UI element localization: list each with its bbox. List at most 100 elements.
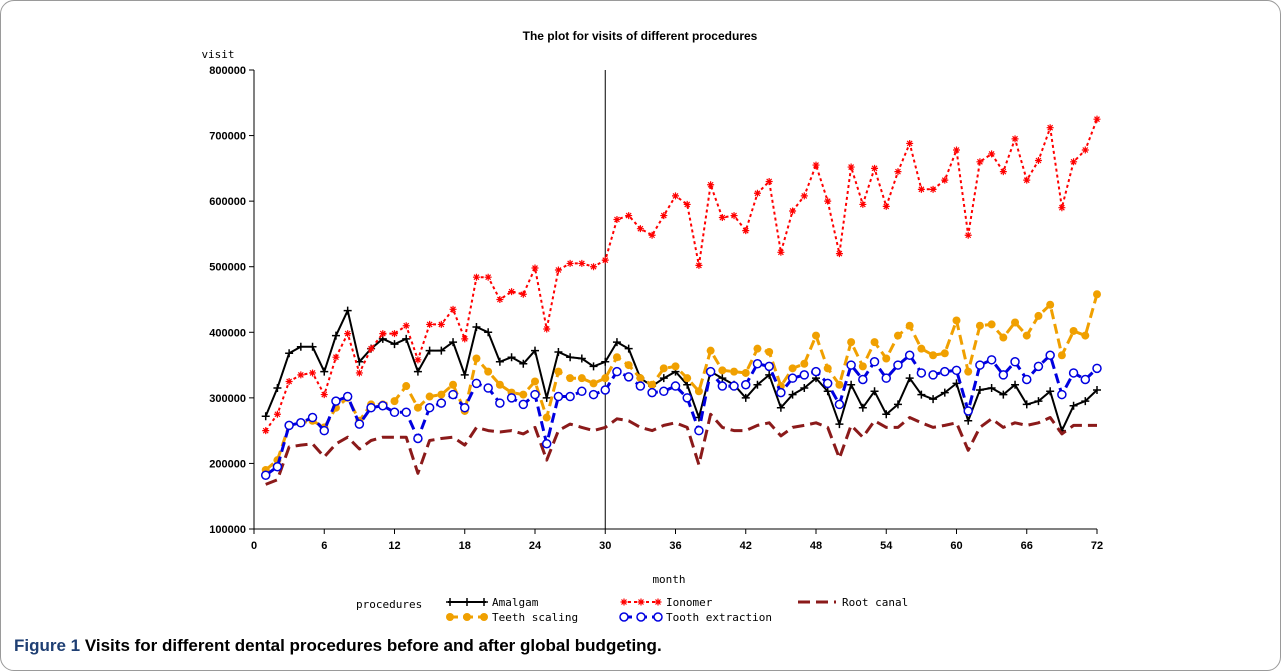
- data-point: [471, 378, 482, 389]
- data-point: [835, 380, 844, 389]
- data-point: [344, 330, 352, 338]
- data-point: [472, 273, 480, 281]
- data-point: [600, 385, 610, 395]
- data-point: [612, 353, 621, 362]
- y-axis-label: visit: [201, 48, 234, 61]
- data-point: [461, 335, 469, 343]
- data-point: [554, 347, 563, 356]
- data-point: [941, 176, 949, 184]
- x-tick-label: 66: [1021, 540, 1033, 552]
- data-point: [964, 231, 972, 239]
- data-point: [613, 216, 621, 224]
- data-point: [308, 342, 317, 351]
- data-point: [846, 360, 856, 370]
- data-point: [660, 212, 668, 220]
- data-point: [929, 351, 938, 360]
- y-tick-label: 800000: [209, 65, 246, 77]
- caption-label: Figure 1: [14, 636, 81, 655]
- data-point: [1081, 397, 1090, 406]
- data-point: [531, 377, 539, 386]
- data-point: [659, 374, 668, 383]
- data-point: [776, 403, 785, 412]
- data-point: [987, 320, 996, 329]
- data-point: [940, 366, 950, 377]
- data-point: [882, 354, 891, 363]
- data-point: [366, 402, 376, 413]
- data-point: [425, 346, 434, 355]
- data-point: [463, 613, 471, 621]
- data-point: [1011, 135, 1019, 143]
- data-point: [1081, 331, 1090, 340]
- data-point: [612, 366, 622, 377]
- data-point: [964, 416, 973, 425]
- series-line: [264, 118, 1098, 432]
- data-point: [566, 374, 575, 383]
- x-tick-label: 0: [251, 540, 257, 552]
- data-point: [859, 200, 867, 208]
- data-point: [413, 367, 422, 376]
- legend-label: Root canal: [842, 596, 908, 609]
- data-point: [870, 338, 879, 347]
- series-line: [264, 309, 1098, 432]
- data-point: [565, 391, 575, 402]
- data-point: [426, 320, 434, 328]
- data-point: [764, 361, 774, 372]
- line-chart: The plot for visits of different procedu…: [201, 29, 1103, 624]
- data-point: [273, 410, 281, 418]
- data-point: [917, 185, 925, 193]
- y-tick-label: 400000: [209, 327, 246, 339]
- data-point: [999, 168, 1007, 176]
- data-point: [296, 418, 306, 428]
- y-tick-label: 700000: [209, 131, 246, 143]
- data-point: [1093, 115, 1101, 123]
- data-point: [578, 259, 586, 267]
- data-point: [659, 364, 668, 373]
- data-point: [619, 612, 629, 622]
- data-point: [320, 367, 329, 376]
- data-point: [402, 382, 411, 391]
- data-point: [507, 353, 516, 362]
- data-point: [624, 361, 633, 370]
- data-point: [495, 380, 504, 389]
- x-tick-label: 42: [740, 540, 752, 552]
- data-point: [647, 387, 657, 398]
- data-point: [707, 181, 715, 189]
- data-point: [858, 362, 867, 371]
- data-point: [823, 387, 832, 396]
- data-point: [847, 338, 856, 347]
- data-point: [354, 419, 365, 429]
- data-point: [1010, 357, 1020, 367]
- data-point: [437, 346, 446, 355]
- data-point: [869, 357, 880, 367]
- data-point: [975, 385, 984, 394]
- data-point: [309, 369, 317, 377]
- data-point: [1022, 400, 1031, 409]
- legend-item: Root canal: [798, 596, 908, 609]
- data-point: [929, 395, 938, 404]
- data-point: [480, 613, 488, 621]
- data-point: [858, 403, 867, 412]
- data-point: [331, 396, 341, 406]
- data-point: [588, 389, 599, 400]
- data-point: [1058, 204, 1066, 212]
- data-point: [694, 425, 704, 436]
- data-point: [460, 370, 469, 379]
- data-point: [566, 353, 575, 362]
- data-point: [893, 360, 903, 370]
- data-point: [894, 168, 902, 176]
- data-point: [824, 197, 832, 205]
- data-point: [519, 390, 528, 399]
- data-point: [472, 323, 481, 332]
- data-point: [1046, 387, 1055, 396]
- data-point: [812, 331, 820, 340]
- data-point: [449, 338, 458, 347]
- legend-item: Amalgam: [446, 596, 539, 609]
- data-point: [742, 227, 750, 235]
- data-point: [425, 392, 434, 401]
- data-point: [706, 346, 715, 355]
- data-point: [940, 388, 949, 397]
- data-point: [788, 364, 797, 373]
- data-point: [1069, 326, 1078, 335]
- data-point: [800, 359, 809, 368]
- data-point: [378, 400, 388, 411]
